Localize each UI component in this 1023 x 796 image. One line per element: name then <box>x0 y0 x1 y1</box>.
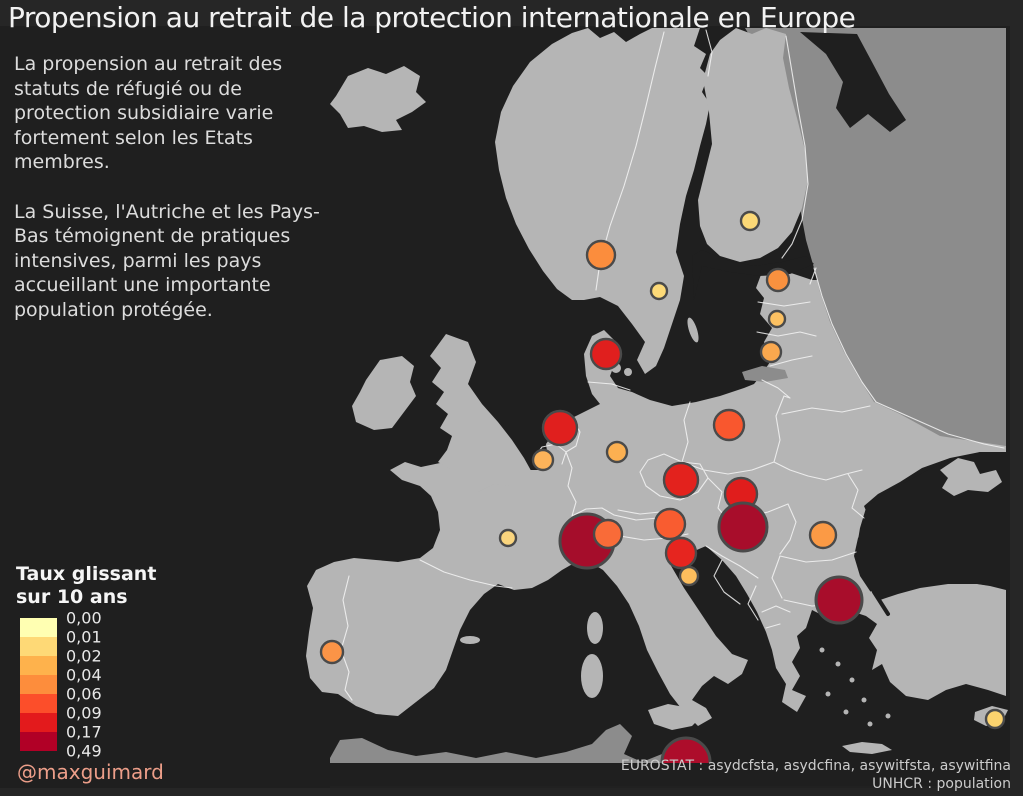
bubble-france <box>498 528 518 548</box>
narrative-paragraph-1: La propension au retrait des statuts de … <box>14 53 283 173</box>
source-eurostat: EUROSTAT : asydcfsta, asydcfina, asywitf… <box>620 758 1011 774</box>
legend-label: 0,02 <box>66 646 102 666</box>
bubble-liechtenstein <box>592 518 624 550</box>
funen <box>624 368 632 376</box>
landmass-russia <box>745 28 1006 446</box>
bubble-norway <box>585 239 617 271</box>
sardinia <box>581 654 603 698</box>
bubble-poland <box>712 408 746 442</box>
landmass-kaliningrad <box>742 366 788 382</box>
bubble-denmark <box>589 337 623 371</box>
legend-swatch <box>20 675 57 694</box>
bubble-finland <box>739 210 761 232</box>
white-sea <box>800 32 906 132</box>
legend-swatch <box>20 732 57 751</box>
bubble-layer <box>319 210 1006 763</box>
gulf-of-finland <box>692 250 814 300</box>
legend-swatch <box>20 618 57 637</box>
bubble-romania <box>808 520 838 550</box>
legend-swatch <box>20 694 57 713</box>
bubble-belgium <box>531 448 555 472</box>
landmass-turkey <box>852 580 1006 700</box>
legend-label: 0,01 <box>66 627 102 647</box>
landmass-great-britain <box>430 334 534 500</box>
legend-swatches <box>20 618 57 751</box>
bubble-sweden <box>649 281 669 301</box>
bubble-slovenia <box>664 536 698 570</box>
bubble-croatia <box>678 565 700 587</box>
author-credit: @maxguimard <box>17 760 164 784</box>
legend-label: 0,17 <box>66 722 102 742</box>
narrative-text: La propension au retrait des statuts de … <box>14 52 322 347</box>
balearics <box>460 636 480 644</box>
bubble-germany <box>605 440 629 464</box>
data-sources: EUROSTAT : asydcfsta, asydcfina, asywitf… <box>621 757 1011 793</box>
aegean-islands <box>819 647 891 727</box>
landmass-finland <box>698 28 808 262</box>
legend-swatch <box>20 637 57 656</box>
legend-label: 0,04 <box>66 665 102 685</box>
legend-label: 0,06 <box>66 684 102 704</box>
bubble-latvia <box>767 309 787 329</box>
landmass-iceland <box>330 66 426 132</box>
plot-bottom-strip <box>330 786 1010 796</box>
bubble-bulgaria <box>814 575 864 625</box>
legend-title: Taux glissant sur 10 ans <box>16 563 157 608</box>
crimea <box>940 458 1002 496</box>
bubble-lithuania <box>759 340 783 364</box>
bubble-czechia <box>662 461 700 499</box>
legend-label: 0,49 <box>66 741 102 761</box>
bubble-malta <box>660 736 712 763</box>
bubble-portugal <box>319 639 345 665</box>
sicily <box>648 704 702 730</box>
legend-swatch <box>20 656 57 675</box>
crete <box>842 742 892 754</box>
legend-label: 0,00 <box>66 608 102 628</box>
landmass-ireland <box>352 356 416 430</box>
bubble-austria <box>653 507 687 541</box>
legend-label: 0,09 <box>66 703 102 723</box>
bubble-netherlands <box>541 409 579 447</box>
legend-ramp: 0,00 0,01 0,02 0,04 0,06 0,09 0,17 0,49 <box>20 609 102 761</box>
narrative-paragraph-2: La Suisse, l'Autriche et les Pays-Bas té… <box>14 200 320 321</box>
legend-swatch <box>20 713 57 732</box>
corsica <box>587 612 603 644</box>
page-title: Propension au retrait de la protection i… <box>8 1 856 34</box>
legend: Taux glissant sur 10 ans 0,00 0,01 0,02 0,0… <box>16 563 157 761</box>
bubble-hungary <box>717 501 769 553</box>
source-unhcr: UNHCR : population <box>872 776 1011 792</box>
bubble-estonia <box>765 267 791 293</box>
gotland <box>687 317 699 343</box>
landmass-north-africa <box>330 724 676 763</box>
bubble-cyprus <box>984 708 1006 730</box>
